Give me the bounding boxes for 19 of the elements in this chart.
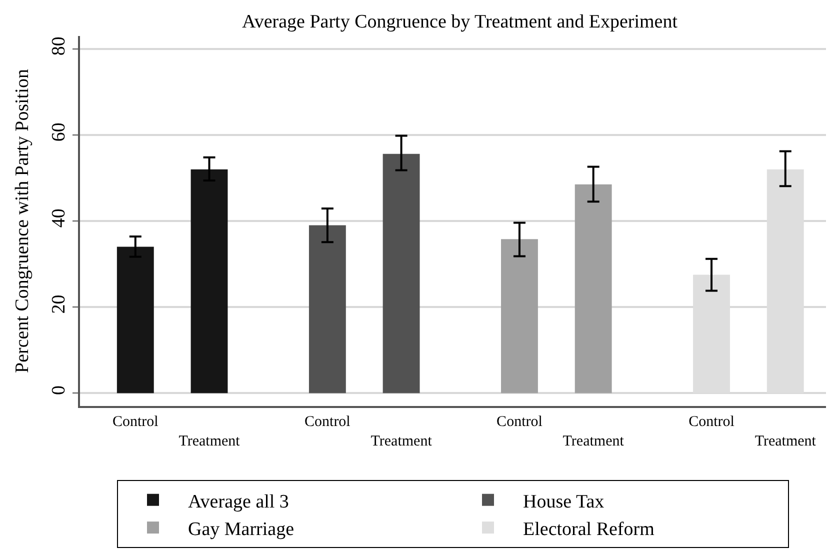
x-tick-label: Control: [112, 414, 158, 430]
x-tick-label: Control: [496, 414, 542, 430]
chart-title: Average Party Congruence by Treatment and Experiment: [242, 11, 678, 32]
legend-label: Average all 3: [188, 491, 289, 512]
y-axis-title: Percent Congruence with Party Position: [12, 68, 33, 373]
y-tick-label: 60: [48, 122, 70, 142]
y-tick-label: 20: [48, 294, 70, 314]
y-tick-label: 40: [48, 208, 70, 228]
y-tick-label: 0: [48, 385, 70, 395]
x-tick-label: Treatment: [754, 433, 817, 450]
x-tick-label: Treatment: [178, 433, 241, 450]
x-tick-label: Treatment: [562, 433, 625, 450]
x-tick-label: Control: [304, 414, 350, 430]
x-tick-label: Treatment: [370, 433, 433, 450]
legend-label: House Tax: [523, 491, 605, 512]
y-tick-label: 80: [48, 36, 70, 56]
legend-label: Electoral Reform: [523, 518, 655, 540]
x-tick-label: Control: [688, 414, 734, 430]
legend-label: Gay Marriage: [188, 518, 294, 540]
